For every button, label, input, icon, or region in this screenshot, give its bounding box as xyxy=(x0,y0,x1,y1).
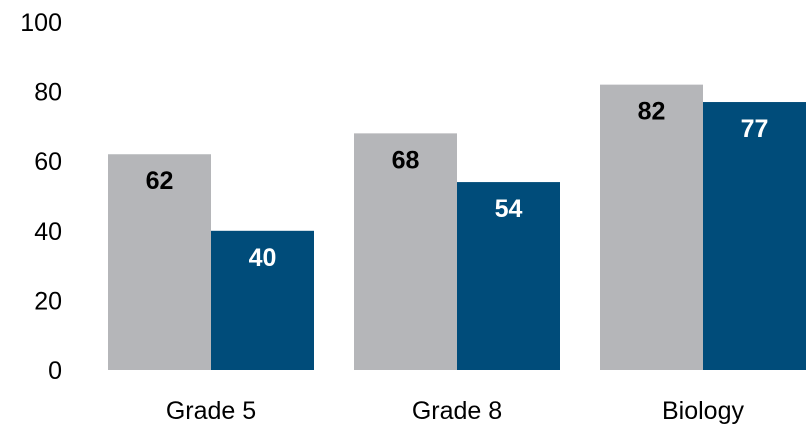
data-label-grade-5-series-2: 40 xyxy=(249,244,277,272)
data-label-grade-8-series-2: 54 xyxy=(495,195,523,223)
bar-biology-series-1 xyxy=(600,84,703,370)
bar-grade-8-series-2 xyxy=(457,182,560,370)
y-tick-label-1: 20 xyxy=(34,287,62,315)
bar-grade-5-series-2 xyxy=(211,230,314,370)
y-tick-label-0: 0 xyxy=(48,357,62,385)
bar-grade-5-series-1 xyxy=(108,154,211,370)
data-label-grade-8-series-1: 68 xyxy=(392,146,420,174)
bar-biology-series-2 xyxy=(703,102,806,370)
x-category-label-1: Grade 8 xyxy=(412,397,502,425)
y-tick-label-2: 40 xyxy=(34,218,62,246)
data-label-biology-series-2: 77 xyxy=(741,115,769,143)
data-labels: 62 40 68 54 82 77 xyxy=(146,98,769,272)
x-axis: Grade 5 Grade 8 Biology xyxy=(166,397,745,425)
bars xyxy=(108,84,806,370)
y-tick-label-3: 60 xyxy=(34,148,62,176)
data-label-biology-series-1: 82 xyxy=(638,98,666,126)
y-tick-label-5: 100 xyxy=(20,9,62,37)
y-axis: 0 20 40 60 80 100 xyxy=(20,9,62,385)
data-label-grade-5-series-1: 62 xyxy=(146,167,174,195)
x-category-label-2: Biology xyxy=(662,397,744,425)
bar-grade-8-series-1 xyxy=(354,133,457,370)
x-category-label-0: Grade 5 xyxy=(166,397,256,425)
y-tick-label-4: 80 xyxy=(34,79,62,107)
